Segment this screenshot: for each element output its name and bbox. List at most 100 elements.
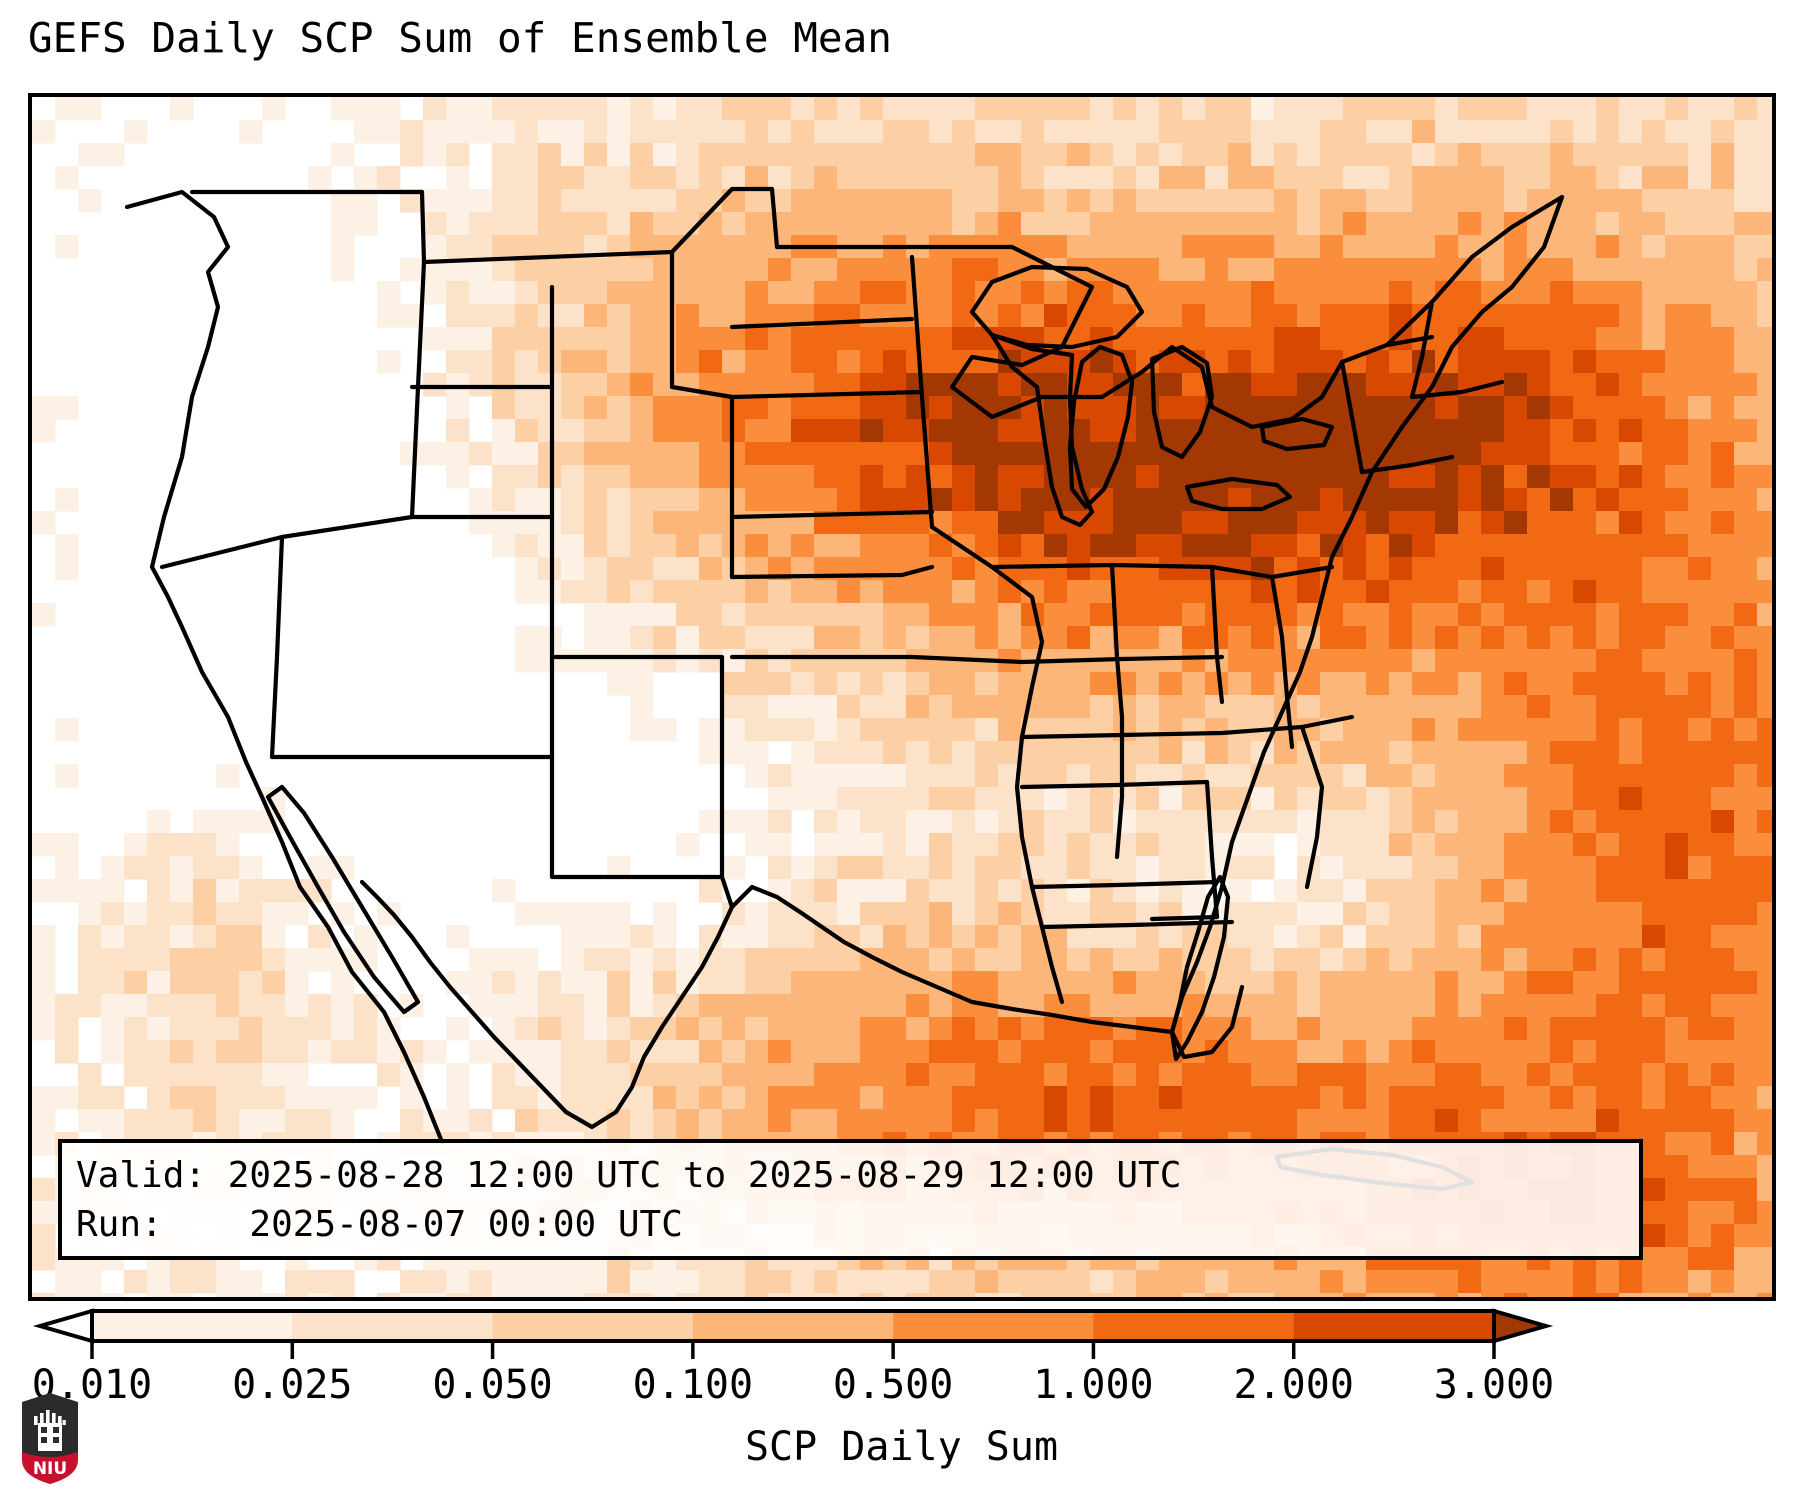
heatmap-cell: [1665, 741, 1689, 765]
heatmap-cell: [1412, 741, 1436, 765]
heatmap-cell: [1389, 787, 1413, 811]
heatmap-cell: [1205, 580, 1229, 604]
heatmap-cell: [1734, 304, 1758, 328]
heatmap-cell: [998, 1017, 1022, 1041]
heatmap-cell: [1274, 1293, 1298, 1297]
heatmap-cell: [952, 810, 976, 834]
heatmap-cell: [745, 534, 769, 558]
heatmap-cell: [1481, 1040, 1505, 1064]
heatmap-cell: [1159, 833, 1183, 857]
heatmap-cell: [607, 1017, 631, 1041]
heatmap-cell: [1711, 1201, 1735, 1225]
heatmap-cell: [1481, 212, 1505, 236]
heatmap-cell: [1550, 787, 1574, 811]
heatmap-cell: [1205, 994, 1229, 1018]
heatmap-cell: [1734, 212, 1758, 236]
heatmap-cell: [630, 350, 654, 374]
heatmap-cell: [837, 856, 861, 880]
heatmap-cell: [1504, 120, 1528, 144]
heatmap-cell: [676, 212, 700, 236]
heatmap-cell: [1090, 396, 1114, 420]
heatmap-cell: [308, 948, 332, 972]
heatmap-cell: [492, 120, 516, 144]
heatmap-cell: [1090, 235, 1114, 259]
heatmap-cell: [1504, 856, 1528, 880]
heatmap-cell: [952, 166, 976, 190]
heatmap-cell: [860, 396, 884, 420]
heatmap-cell: [975, 741, 999, 765]
heatmap-cell: [101, 948, 125, 972]
heatmap-cell: [791, 97, 815, 121]
heatmap-cell: [584, 1270, 608, 1294]
heatmap-cell: [1458, 511, 1482, 535]
heatmap-cell: [1320, 396, 1344, 420]
heatmap-cell: [929, 120, 953, 144]
boundary-path: [1384, 334, 1435, 348]
heatmap-cell: [515, 143, 539, 167]
heatmap-cell: [55, 1017, 79, 1041]
heatmap-cell: [1435, 741, 1459, 765]
heatmap-cell: [1481, 442, 1505, 466]
heatmap-cell: [607, 925, 631, 949]
heatmap-cell: [1159, 189, 1183, 213]
heatmap-cell: [1527, 350, 1551, 374]
heatmap-cell: [1504, 327, 1528, 351]
heatmap-cell: [1412, 603, 1436, 627]
heatmap-cell: [1182, 971, 1206, 995]
heatmap-cell: [1688, 304, 1712, 328]
heatmap-cell: [952, 879, 976, 903]
heatmap-cell: [1481, 557, 1505, 581]
heatmap-cell: [1688, 120, 1712, 144]
heatmap-cell: [722, 1063, 746, 1087]
heatmap-cell: [1412, 1040, 1436, 1064]
heatmap-cell: [653, 396, 677, 420]
heatmap-cell: [1343, 603, 1367, 627]
heatmap-cell: [515, 166, 539, 190]
heatmap-cell: [354, 925, 378, 949]
heatmap-cell: [1320, 833, 1344, 857]
heatmap-cell: [883, 833, 907, 857]
boundary-path: [549, 654, 725, 760]
heatmap-cell: [492, 281, 516, 305]
heatmap-cell: [78, 925, 102, 949]
heatmap-cell: [1067, 166, 1091, 190]
heatmap-cell: [538, 971, 562, 995]
heatmap-cell: [1757, 626, 1772, 650]
heatmap-cell: [1665, 948, 1689, 972]
heatmap-cell: [1205, 741, 1229, 765]
heatmap-cell: [400, 1086, 424, 1110]
heatmap-cell: [1573, 603, 1597, 627]
heatmap-cell: [998, 304, 1022, 328]
heatmap-cell: [515, 1017, 539, 1041]
heatmap-cell: [492, 235, 516, 259]
heatmap-cell: [1711, 327, 1735, 351]
heatmap-cell: [331, 994, 355, 1018]
heatmap-cell: [1504, 97, 1528, 121]
heatmap-cell: [1320, 281, 1344, 305]
heatmap-cell: [952, 557, 976, 581]
heatmap-cell: [1734, 1247, 1758, 1271]
heatmap-cell: [814, 1040, 838, 1064]
heatmap-cell: [1711, 1270, 1735, 1294]
heatmap-cell: [147, 1086, 171, 1110]
heatmap-cell: [170, 1040, 194, 1064]
heatmap-cell: [791, 856, 815, 880]
heatmap-cell: [768, 281, 792, 305]
heatmap-cell: [1389, 235, 1413, 259]
heatmap-cell: [1642, 1224, 1666, 1248]
heatmap-cell: [1067, 741, 1091, 765]
heatmap-cell: [975, 396, 999, 420]
heatmap-cell: [515, 1109, 539, 1133]
heatmap-cell: [883, 442, 907, 466]
heatmap-cell: [216, 833, 240, 857]
heatmap-cell: [1297, 718, 1321, 742]
heatmap-cell: [1665, 189, 1689, 213]
heatmap-cell: [1090, 1109, 1114, 1133]
heatmap-cell: [952, 833, 976, 857]
heatmap-cell: [1182, 672, 1206, 696]
heatmap-cell: [653, 902, 677, 926]
heatmap-cell: [1619, 235, 1643, 259]
heatmap-cell: [883, 741, 907, 765]
heatmap-cell: [1458, 925, 1482, 949]
heatmap-cell: [952, 672, 976, 696]
